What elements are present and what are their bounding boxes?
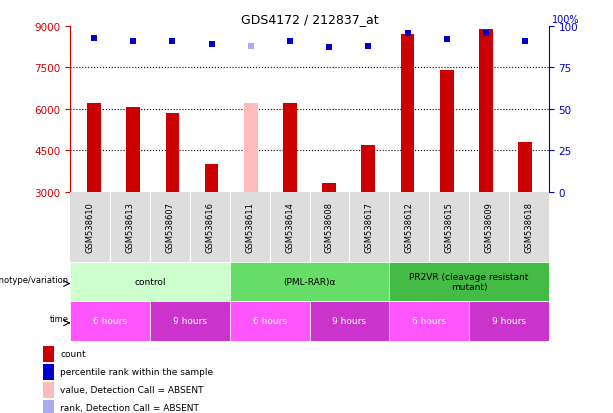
Bar (389, 301, 469, 341)
Bar (440, 71, 454, 192)
Text: GSM538610: GSM538610 (86, 202, 95, 252)
Text: percentile rank within the sample: percentile rank within the sample (60, 367, 213, 376)
Bar (389, 262, 549, 301)
Bar (150, 301, 230, 341)
Text: GSM538613: GSM538613 (126, 202, 135, 253)
Bar (70, 301, 150, 341)
Text: 6 hours: 6 hours (93, 317, 128, 325)
Text: GSM538607: GSM538607 (166, 202, 175, 253)
Text: GSM538614: GSM538614 (285, 202, 294, 252)
Text: (PML-RAR)α: (PML-RAR)α (283, 278, 336, 286)
Text: genotype/variation: genotype/variation (0, 275, 69, 285)
Text: PR2VR (cleavage resistant
mutant): PR2VR (cleavage resistant mutant) (409, 272, 528, 292)
Text: GSM538618: GSM538618 (524, 202, 533, 253)
Text: 6 hours: 6 hours (412, 317, 446, 325)
Bar (70, 262, 230, 301)
Bar (43, 346, 54, 362)
Bar (87, 104, 101, 192)
Text: rank, Detection Call = ABSENT: rank, Detection Call = ABSENT (60, 404, 199, 413)
Bar (283, 104, 297, 192)
Title: GDS4172 / 212837_at: GDS4172 / 212837_at (241, 13, 378, 26)
Text: time: time (50, 315, 69, 324)
Text: control: control (134, 278, 166, 286)
Bar (126, 108, 140, 192)
Bar (43, 400, 54, 413)
Bar (230, 301, 310, 341)
Bar (43, 382, 54, 398)
Text: value, Detection Call = ABSENT: value, Detection Call = ABSENT (60, 385, 204, 394)
Bar (469, 301, 549, 341)
Text: 9 hours: 9 hours (492, 317, 526, 325)
Bar (230, 262, 389, 301)
Text: GSM538616: GSM538616 (205, 202, 215, 253)
Bar (322, 184, 336, 192)
Bar (244, 104, 257, 192)
Bar (401, 35, 414, 192)
Bar (362, 145, 375, 192)
Text: GSM538608: GSM538608 (325, 202, 334, 253)
Text: GSM538611: GSM538611 (245, 202, 254, 252)
Text: 9 hours: 9 hours (332, 317, 367, 325)
Text: 6 hours: 6 hours (253, 317, 287, 325)
Bar (166, 114, 179, 192)
Bar (518, 142, 532, 192)
Text: GSM538609: GSM538609 (484, 202, 493, 252)
Text: count: count (60, 349, 86, 358)
Text: GSM538615: GSM538615 (444, 202, 454, 252)
Bar (205, 164, 218, 192)
Text: GSM538612: GSM538612 (405, 202, 414, 252)
Bar (479, 30, 493, 192)
Text: 100%: 100% (552, 15, 579, 25)
Bar (310, 301, 389, 341)
Text: 9 hours: 9 hours (173, 317, 207, 325)
Bar (43, 364, 54, 380)
Text: GSM538617: GSM538617 (365, 202, 374, 253)
